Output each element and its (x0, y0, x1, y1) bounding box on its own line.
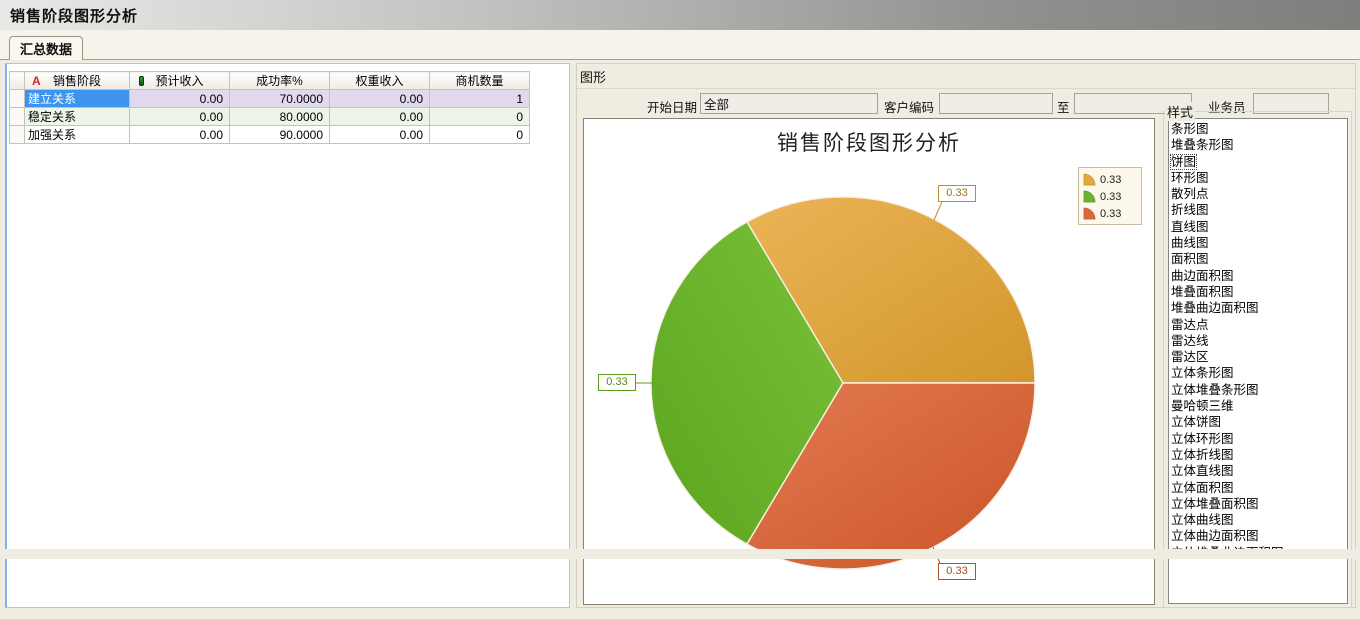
customer-code-input[interactable] (939, 93, 1053, 114)
cell-count[interactable]: 0 (429, 125, 530, 144)
cell-expected[interactable]: 0.00 (129, 89, 230, 108)
divider (577, 88, 1355, 89)
legend-swatch-red (1083, 207, 1096, 220)
customer-code-label: 客户编码 (884, 101, 935, 115)
style-list-item[interactable]: 雷达区 (1171, 350, 1209, 365)
row-indicator-header (9, 71, 25, 90)
row-indicator (9, 125, 25, 144)
chart-area: 销售阶段图形分析 (583, 118, 1155, 605)
cell-stage[interactable]: 建立关系 (24, 89, 130, 108)
style-panel-frame (1163, 111, 1352, 608)
style-list-item[interactable]: 堆叠面积图 (1171, 284, 1234, 299)
pie-slice-3 (746, 382, 1036, 570)
column-header-weighted[interactable]: 权重收入 (329, 71, 430, 90)
slice-label-1: 0.33 (938, 185, 976, 202)
sales-stage-table: A 销售阶段 预计收入 成功率% 权重收入 商机数量 建立关系 0.00 70.… (9, 71, 530, 144)
style-list-item[interactable]: 立体直线图 (1171, 464, 1234, 479)
style-list-item[interactable]: 立体堆叠面积图 (1171, 496, 1259, 511)
style-list-item[interactable]: 堆叠曲边面积图 (1171, 301, 1259, 316)
column-header-expected[interactable]: 预计收入 (129, 71, 230, 90)
style-list-item[interactable]: 立体饼图 (1171, 415, 1222, 430)
cell-rate[interactable]: 90.0000 (229, 125, 330, 144)
table-row[interactable]: 建立关系 0.00 70.0000 0.00 1 (9, 89, 530, 108)
cell-count[interactable]: 1 (429, 89, 530, 108)
start-date-input[interactable] (700, 93, 878, 114)
legend-item: 0.33 (1083, 205, 1137, 222)
chart-title: 销售阶段图形分析 (777, 131, 961, 155)
summary-table-panel: A 销售阶段 预计收入 成功率% 权重收入 商机数量 建立关系 0.00 70.… (5, 63, 570, 608)
cell-stage[interactable]: 加强关系 (24, 125, 130, 144)
tab-strip: 汇总数据 (0, 30, 1360, 60)
style-list-item[interactable]: 饼图 (1169, 153, 1198, 170)
cell-weighted[interactable]: 0.00 (329, 125, 430, 144)
row-indicator (9, 107, 25, 126)
cell-weighted[interactable]: 0.00 (329, 89, 430, 108)
legend-item: 0.33 (1083, 171, 1137, 188)
column-header-stage[interactable]: A 销售阶段 (24, 71, 130, 90)
style-list-item[interactable]: 环形图 (1171, 170, 1209, 185)
cell-expected[interactable]: 0.00 (129, 107, 230, 126)
chart-legend: 0.33 0.33 0.33 (1078, 167, 1142, 225)
table-row[interactable]: 加强关系 0.00 90.0000 0.00 0 (9, 125, 530, 144)
style-list-item[interactable]: 直线图 (1171, 219, 1209, 234)
style-panel-title: 样式 (1165, 102, 1196, 121)
style-list-item[interactable]: 立体堆叠条形图 (1171, 382, 1259, 397)
start-date-label: 开始日期 (647, 101, 698, 115)
legend-swatch-amber (1083, 173, 1096, 186)
window-title-bar: 销售阶段图形分析 (0, 0, 1360, 30)
style-list: 条形图堆叠条形图 饼图 环形图散列点 折线图 直线图曲线图 面积图 曲边面积图 堆叠面积图堆叠… (1168, 118, 1348, 604)
table-row[interactable]: 稳定关系 0.00 80.0000 0.00 0 (9, 107, 530, 126)
cell-expected[interactable]: 0.00 (129, 125, 230, 144)
pie-chart (636, 196, 1036, 570)
cell-weighted[interactable]: 0.00 (329, 107, 430, 126)
column-header-count[interactable]: 商机数量 (429, 71, 530, 90)
style-list-item[interactable]: 雷达点 (1171, 317, 1209, 332)
style-list-item[interactable]: 立体曲边面积图 (1171, 529, 1259, 544)
style-list-item[interactable]: 折线图 (1171, 203, 1209, 218)
style-list-item[interactable]: 立体折线图 (1171, 447, 1234, 462)
legend-item: 0.33 (1083, 188, 1137, 205)
style-panel: 样式 条形图堆叠条形图 饼图 环形图散列点 折线图 直线图曲线图 面积图 曲边面积图 堆叠面积… (1163, 102, 1353, 609)
style-list-item[interactable]: 堆叠条形图 (1171, 138, 1234, 153)
style-list-item[interactable]: 散列点 (1171, 187, 1209, 202)
cell-rate[interactable]: 80.0000 (229, 107, 330, 126)
to-label: 至 (1057, 101, 1070, 115)
graph-panel-title: 图形 (580, 70, 607, 85)
tab-summary-data[interactable]: 汇总数据 (9, 36, 84, 60)
cell-count[interactable]: 0 (429, 107, 530, 126)
customer-code-to-input[interactable] (1074, 93, 1192, 114)
graph-panel: 图形 开始日期 客户编码 至 业务员 销售阶段图形分析 (576, 63, 1356, 608)
table-header-row: A 销售阶段 预计收入 成功率% 权重收入 商机数量 (9, 71, 530, 90)
pie-slice-1 (746, 196, 1036, 384)
slice-label-3: 0.33 (938, 563, 976, 580)
style-list-item[interactable]: 立体曲线图 (1171, 513, 1234, 528)
style-list-item[interactable]: 雷达线 (1171, 333, 1209, 348)
cell-stage[interactable]: 稳定关系 (24, 107, 130, 126)
main-content: A 销售阶段 预计收入 成功率% 权重收入 商机数量 建立关系 0.00 70.… (0, 60, 1360, 619)
style-list-item[interactable]: 面积图 (1171, 252, 1209, 267)
style-list-item[interactable]: 曲线图 (1171, 236, 1209, 251)
style-list-item[interactable]: 立体面积图 (1171, 480, 1234, 495)
style-list-item[interactable]: 立体条形图 (1171, 366, 1234, 381)
text-field-icon: A (32, 74, 41, 88)
column-header-rate[interactable]: 成功率% (229, 71, 330, 90)
salesman-input[interactable] (1253, 93, 1329, 114)
cell-rate[interactable]: 70.0000 (229, 89, 330, 108)
status-strip (0, 549, 1360, 559)
page-title: 销售阶段图形分析 (10, 7, 139, 25)
numeric-field-icon (139, 76, 144, 86)
style-list-item[interactable]: 立体环形图 (1171, 431, 1234, 446)
row-indicator (9, 89, 25, 108)
legend-swatch-green (1083, 190, 1096, 203)
slice-label-2: 0.33 (598, 374, 636, 391)
style-list-item[interactable]: 曲边面积图 (1171, 268, 1234, 283)
style-list-item[interactable]: 条形图 (1171, 122, 1209, 136)
filter-row: 开始日期 客户编码 至 业务员 (577, 89, 1355, 119)
style-list-item[interactable]: 曼哈顿三维 (1171, 399, 1234, 414)
